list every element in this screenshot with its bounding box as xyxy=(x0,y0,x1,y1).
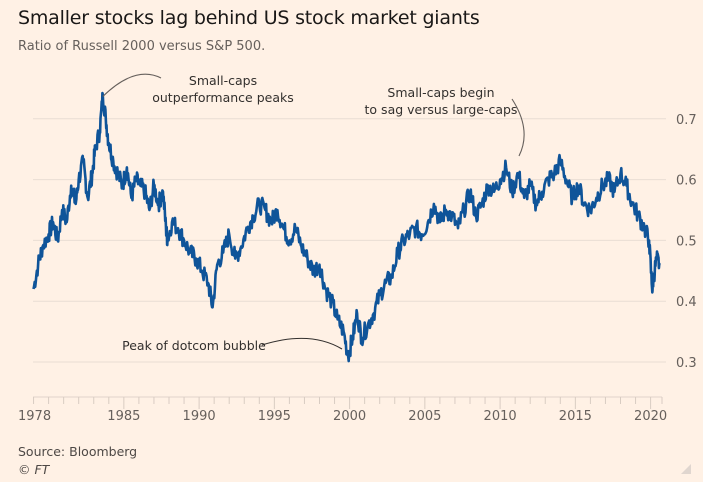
x-tick-label: 1990 xyxy=(183,409,216,424)
y-tick-label: 0.4 xyxy=(676,295,697,310)
annotation-label-sag: to sag versus large-caps xyxy=(365,102,518,117)
annotation-label-peak: Small-caps xyxy=(189,73,257,88)
annotation-connector xyxy=(261,337,343,350)
series-group xyxy=(32,91,661,363)
resize-handle-icon[interactable] xyxy=(681,464,691,474)
annotation-label-peak: outperformance peaks xyxy=(152,90,294,105)
x-tick-label: 2020 xyxy=(634,409,667,424)
annotations: Small-caps outperformance peaks Small-caps… xyxy=(102,73,525,353)
y-tick-label: 0.3 xyxy=(676,356,697,371)
x-tick-label: 2015 xyxy=(559,409,592,424)
annotation-connector xyxy=(511,98,525,157)
x-tick-label: 2010 xyxy=(484,409,517,424)
annotation-label-sag: Small-caps begin xyxy=(387,85,494,100)
y-axis-ticks: 0.3 0.4 0.5 0.6 0.7 xyxy=(676,113,697,371)
annotation-connector xyxy=(102,73,162,97)
y-tick-label: 0.7 xyxy=(676,113,697,128)
chart-title: Smaller stocks lag behind US stock marke… xyxy=(18,7,480,29)
x-axis: 1978 1985 1990 1995 2000 2005 2010 2015 2020 xyxy=(18,396,667,424)
series-line-russell-sp xyxy=(32,91,661,363)
y-tick-label: 0.5 xyxy=(676,234,697,249)
copyright-note: © FT xyxy=(18,462,50,477)
x-tick-label: 2000 xyxy=(333,409,366,424)
annotation-label-dotcom: Peak of dotcom bubble xyxy=(122,338,266,353)
source-note: Source: Bloomberg xyxy=(18,444,138,459)
x-tick-label: 1995 xyxy=(258,409,291,424)
x-tick-label: 2005 xyxy=(408,409,441,424)
x-tick-label: 1985 xyxy=(107,409,140,424)
chart-subtitle: Ratio of Russell 2000 versus S&P 500. xyxy=(18,39,266,54)
gridlines xyxy=(33,118,666,363)
y-tick-label: 0.6 xyxy=(676,174,697,189)
x-tick-label: 1978 xyxy=(18,409,51,424)
